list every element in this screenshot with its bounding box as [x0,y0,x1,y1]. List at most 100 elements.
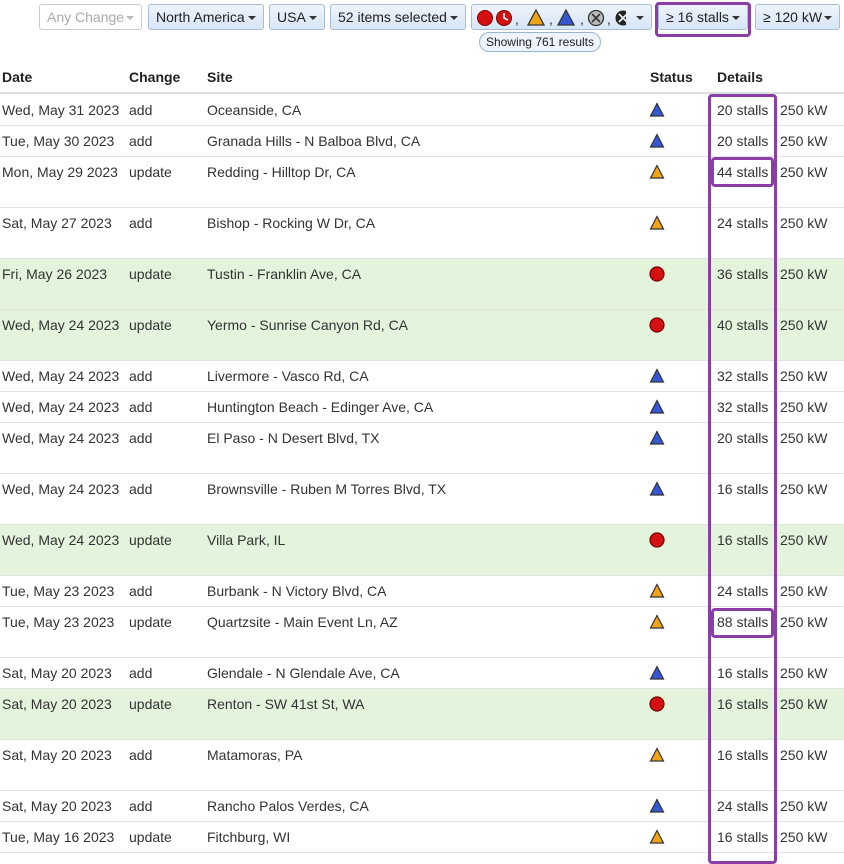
site-cell: Burbank - N Victory Blvd, CA [207,583,387,599]
change-filter[interactable]: Any Change [39,4,142,30]
change-cell: add [129,798,153,814]
stalls-cell: 32 stalls [717,399,769,415]
stalls-cell: 44 stalls [717,164,769,180]
site-cell: Huntington Beach - Edinger Ave, CA [207,399,434,415]
table-row: Sat, May 20 2023 add Matamoras, PA 16 stall… [0,740,844,791]
date-cell: Tue, May 16 2023 [2,829,115,845]
date-cell: Tue, May 30 2023 [2,133,115,149]
status-icon [649,532,665,548]
status-shape [649,665,665,680]
site-cell: Quartzsite - Main Event Ln, AZ [207,614,398,630]
table-row: Wed, May 24 2023 add Brownsville - Ruben M… [0,474,844,525]
power-cell: 250 kW [780,583,828,599]
country-filter[interactable]: USA [269,4,325,30]
status-shape [649,368,665,383]
status-shape [649,481,665,496]
site-cell: Glendale - N Glendale Ave, CA [207,665,400,681]
change-cell: update [129,266,172,282]
stalls-filter[interactable]: ≥ 16 stalls [658,4,748,30]
power-cell: 250 kW [780,614,828,630]
status-shape [649,798,665,813]
date-cell: Sat, May 20 2023 [2,798,112,814]
table-row: Wed, May 24 2023 update Yermo - Sunrise Ca… [0,310,844,361]
separator: , [549,11,553,27]
table-row: Sat, May 20 2023 add Glendale - N Glendale… [0,658,844,689]
status-shape [649,430,665,445]
table-row: Sat, May 20 2023 update Renton - SW 41st S… [0,689,844,740]
stalls-cell: 16 stalls [717,696,769,712]
table-row: Mon, May 29 2023 update Redding - Hilltop … [0,157,844,208]
table-row: Tue, May 23 2023 add Burbank - N Victory B… [0,576,844,607]
status-icon [649,798,665,813]
status-icon [649,696,665,712]
date-cell: Wed, May 24 2023 [2,317,120,333]
status-icon [649,368,665,383]
column-header: Date [2,69,33,85]
site-cell: Granada Hills - N Balboa Blvd, CA [207,133,421,149]
status-filter[interactable]: , , , , [471,4,652,30]
stalls-cell: 16 stalls [717,829,769,845]
table-row: Wed, May 24 2023 add Huntington Beach - Ed… [0,392,844,423]
table-row: Fri, May 26 2023 update Tustin - Franklin … [0,259,844,310]
highlight-box [711,608,774,638]
power-cell: 250 kW [780,215,828,231]
status-icon [649,614,665,629]
site-cell: El Paso - N Desert Blvd, TX [207,430,380,446]
stalls-cell: 16 stalls [717,481,769,497]
power-cell: 250 kW [780,665,828,681]
power-cell: 250 kW [780,133,828,149]
change-cell: update [129,532,172,548]
highlight-box [655,2,751,37]
region-filter[interactable]: North America [148,4,264,30]
date-cell: Tue, May 23 2023 [2,614,115,630]
power-cell: 250 kW [780,164,828,180]
change-cell: update [129,317,172,333]
status-shape [649,133,665,148]
status-icon [649,665,665,680]
change-cell: add [129,215,153,231]
table-row: Sat, May 27 2023 add Bishop - Rocking W Dr… [0,208,844,259]
stalls-cell: 88 stalls [717,614,769,630]
items-filter[interactable]: 52 items selected [330,4,466,30]
status-icon [649,266,665,282]
change-cell: add [129,102,153,118]
change-cell: add [129,133,153,149]
table-row: Tue, May 30 2023 add Granada Hills - N Bal… [0,126,844,157]
change-cell: update [129,614,172,630]
site-cell: Brownsville - Ruben M Torres Blvd, TX [207,481,447,497]
status-icon [649,430,665,445]
status-shape [649,829,665,844]
date-cell: Wed, May 24 2023 [2,368,120,384]
date-cell: Wed, May 24 2023 [2,430,120,446]
change-cell: add [129,399,153,415]
date-cell: Wed, May 31 2023 [2,102,120,118]
status-shape [649,317,665,333]
site-cell: Matamoras, PA [207,747,303,763]
status-icon [649,747,665,762]
date-cell: Sat, May 27 2023 [2,215,112,231]
stalls-cell: 16 stalls [717,532,769,548]
power-cell: 250 kW [780,430,828,446]
status-shape [649,532,665,548]
change-cell: update [129,164,172,180]
status-shape [649,614,665,629]
site-cell: Yermo - Sunrise Canyon Rd, CA [207,317,409,333]
change-cell: add [129,430,153,446]
stalls-cell: 24 stalls [717,215,769,231]
stalls-cell: 16 stalls [717,747,769,763]
date-cell: Wed, May 24 2023 [2,481,120,497]
items-filter-label: 52 items selected [338,9,447,25]
column-header: Change [129,69,181,85]
status-icon [649,481,665,496]
highlight-box [711,157,774,187]
table-row: Wed, May 24 2023 add Livermore - Vasco Rd,… [0,361,844,392]
power-cell: 250 kW [780,532,828,548]
change-cell: update [129,696,172,712]
status-shape [649,164,665,179]
site-cell: Fitchburg, WI [207,829,291,845]
region-filter-label: North America [156,9,245,25]
change-cell: add [129,481,153,497]
power-filter[interactable]: ≥ 120 kW [755,4,840,30]
power-cell: 250 kW [780,798,828,814]
